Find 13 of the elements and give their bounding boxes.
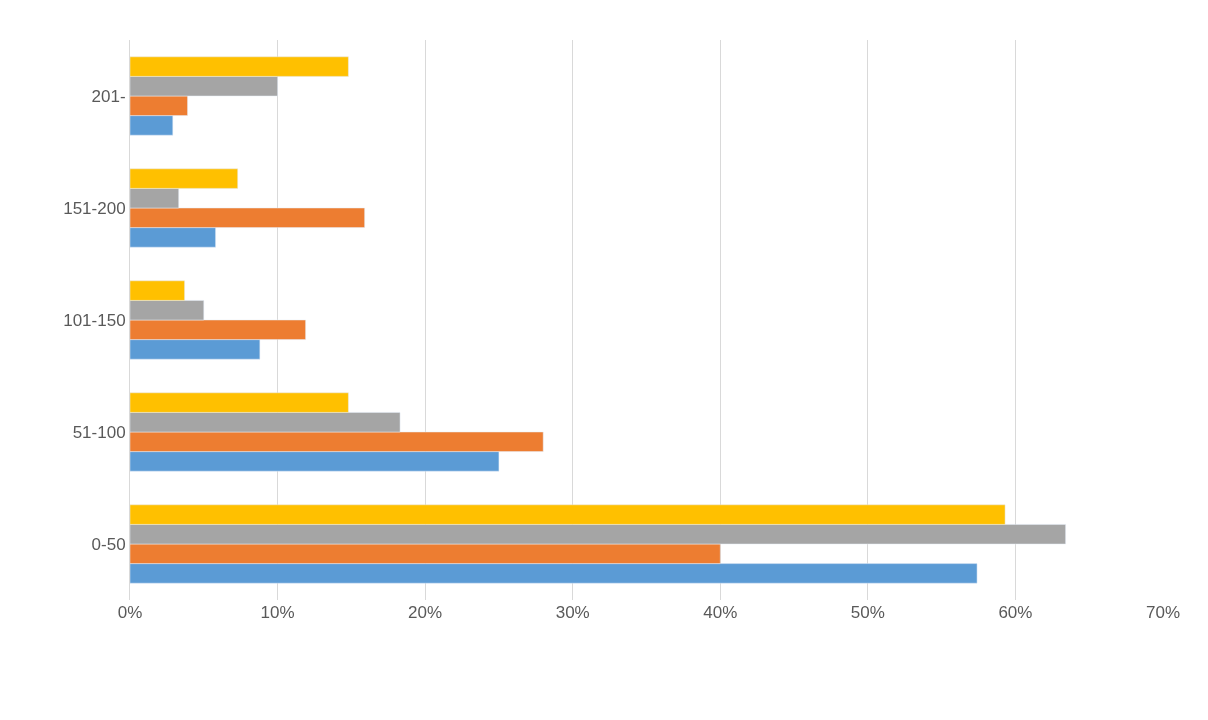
x-tick-label: 30%	[555, 603, 590, 622]
y-tick-label: 101-150	[63, 310, 126, 330]
y-tick-label: 201-	[91, 86, 126, 106]
y-tick-label: 51-100	[72, 422, 126, 442]
x-tick-label: 60%	[998, 603, 1033, 622]
x-tick-label: 10%	[260, 603, 295, 622]
x-tick-label: 20%	[408, 603, 443, 622]
x-tick-label: 0%	[117, 603, 143, 622]
x-tick-label: 50%	[850, 603, 885, 622]
y-tick-label: 151-200	[63, 198, 126, 218]
x-tick-label: 40%	[703, 603, 738, 622]
x-tick-label: 70%	[1145, 603, 1181, 622]
y-tick-label: 0-50	[91, 534, 126, 554]
